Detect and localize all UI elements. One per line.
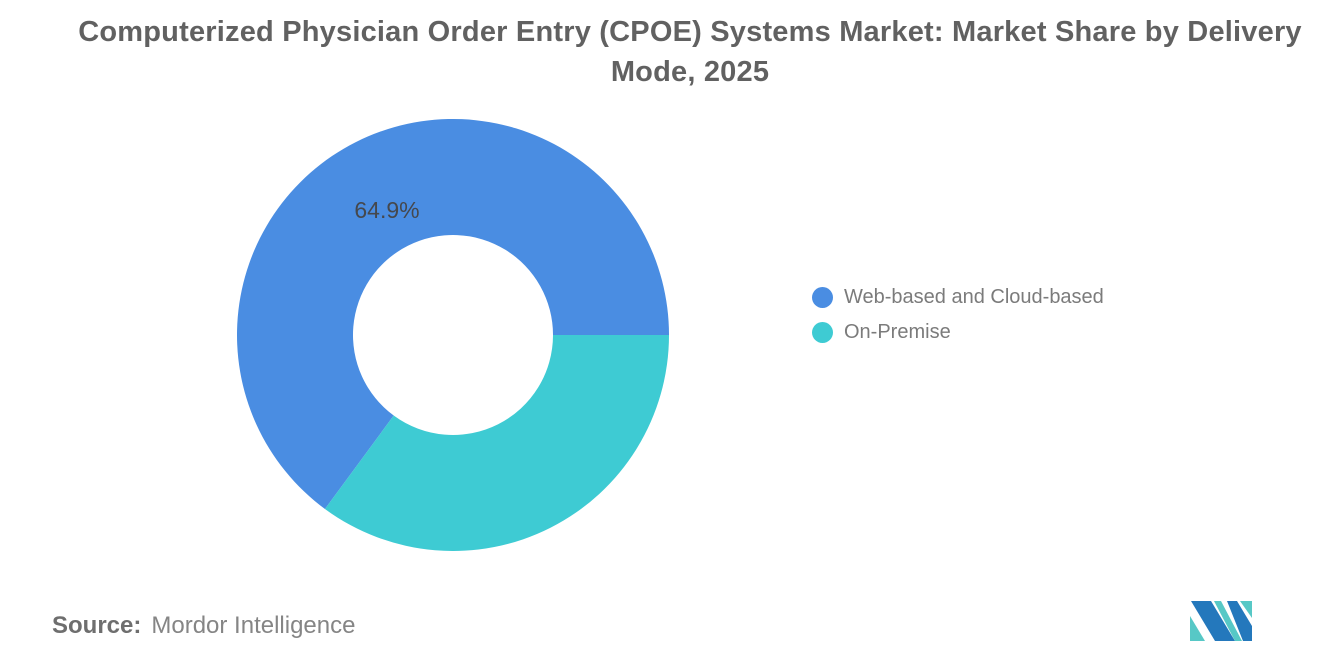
slice-data-label: 64.9% [354,197,420,223]
mordor-intelligence-logo [1190,601,1252,641]
source-line: Source: Mordor Intelligence [52,612,355,640]
donut-chart[interactable] [237,119,669,551]
chart-title: Computerized Physician Order Entry (CPOE… [78,16,1302,88]
logo-shape-blue-left-band [1191,601,1235,641]
logo-shape-teal-bottom-left [1190,616,1205,641]
legend-item-on-premise[interactable]: On-Premise [812,321,1104,344]
logo-shape-teal-middle-band [1214,601,1242,641]
donut-slice[interactable] [237,119,669,509]
legend: Web-based and Cloud-based On-Premise [812,286,1104,356]
donut-plot-area: 64.9% [237,119,669,551]
legend-label: On-Premise [844,321,951,343]
legend-swatch-icon [812,287,833,308]
donut-slice[interactable] [324,335,669,551]
legend-item-web-based-and-cloud-based[interactable]: Web-based and Cloud-based [812,286,1104,309]
logo-shape-teal-top-right [1240,601,1252,618]
legend-swatch-icon [812,322,833,343]
logo-shape-blue-right-band [1227,601,1252,641]
source-value: Mordor Intelligence [151,612,356,639]
legend-label: Web-based and Cloud-based [844,286,1104,308]
source-label: Source: [52,612,142,639]
